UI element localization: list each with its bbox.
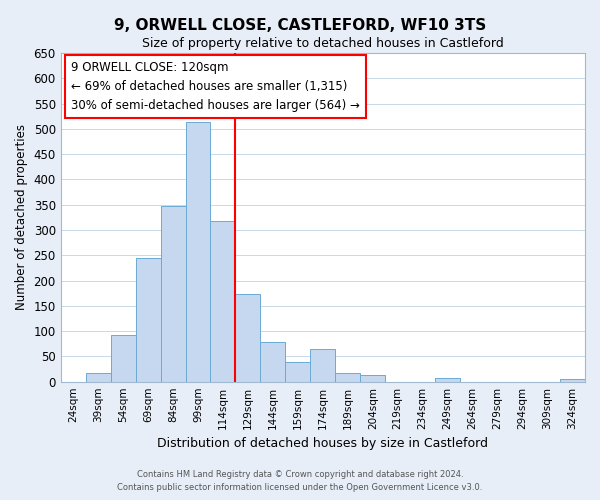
Bar [286,362,310,382]
Bar [185,122,211,382]
Bar [310,349,335,382]
Text: 9 ORWELL CLOSE: 120sqm
← 69% of detached houses are smaller (1,315)
30% of semi-: 9 ORWELL CLOSE: 120sqm ← 69% of detached… [71,62,360,112]
Text: 9, ORWELL CLOSE, CASTLEFORD, WF10 3TS: 9, ORWELL CLOSE, CASTLEFORD, WF10 3TS [114,18,486,32]
Title: Size of property relative to detached houses in Castleford: Size of property relative to detached ho… [142,38,504,51]
Bar [110,334,136,382]
Bar [86,372,110,382]
Bar [435,378,460,382]
Bar [260,342,286,382]
Text: Contains HM Land Registry data © Crown copyright and database right 2024.
Contai: Contains HM Land Registry data © Crown c… [118,470,482,492]
Bar [161,206,185,382]
Bar [235,294,260,382]
X-axis label: Distribution of detached houses by size in Castleford: Distribution of detached houses by size … [157,437,488,450]
Bar [211,221,235,382]
Bar [560,379,585,382]
Bar [335,372,360,382]
Y-axis label: Number of detached properties: Number of detached properties [15,124,28,310]
Bar [136,258,161,382]
Bar [360,375,385,382]
